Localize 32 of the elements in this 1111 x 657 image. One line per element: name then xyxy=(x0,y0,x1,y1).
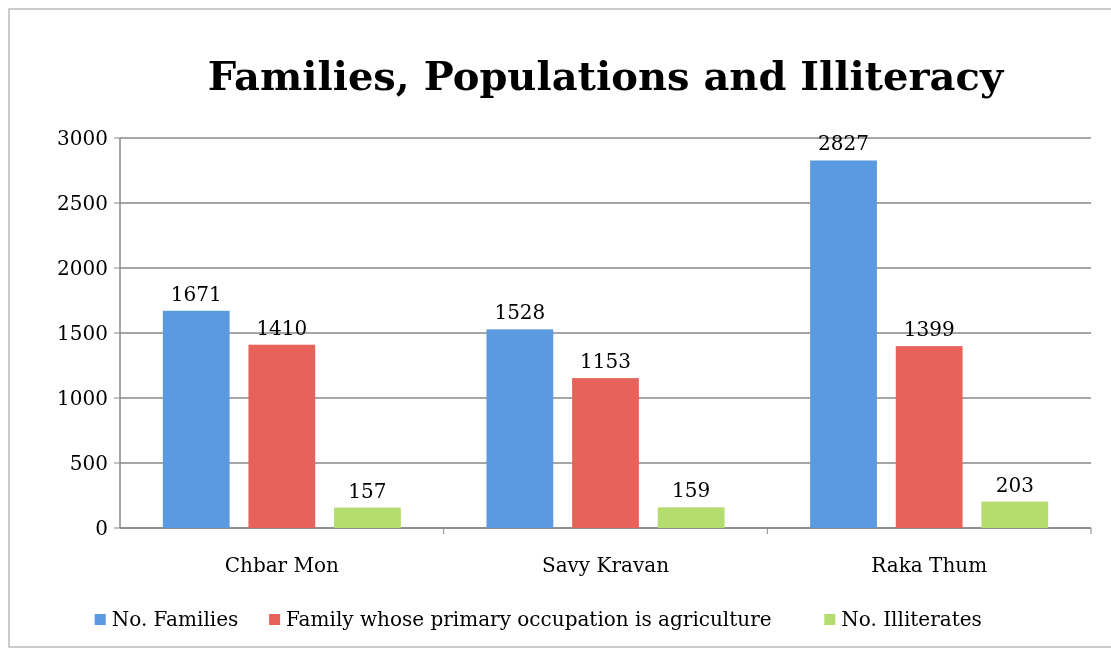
y-tick-label: 3000 xyxy=(57,126,108,150)
data-label: 1153 xyxy=(580,349,631,374)
data-label: 159 xyxy=(672,478,711,503)
legend-label: No. Illiterates xyxy=(841,607,982,631)
bar xyxy=(981,501,1049,528)
y-tick-label: 1500 xyxy=(57,321,108,345)
bar xyxy=(162,310,230,528)
bar xyxy=(334,507,401,528)
data-label: 157 xyxy=(348,478,387,503)
data-label: 203 xyxy=(995,472,1034,497)
data-label: 2827 xyxy=(818,131,869,156)
y-tick-label: 500 xyxy=(69,451,108,475)
bar xyxy=(895,346,963,528)
bar xyxy=(657,507,725,528)
chart-title: Families, Populations and Illiteracy xyxy=(207,52,1005,99)
data-label: 1528 xyxy=(494,300,546,325)
data-label: 1399 xyxy=(903,317,955,342)
legend-label: Family whose primary occupation is agriculture xyxy=(286,607,772,631)
data-label: 1671 xyxy=(170,281,222,306)
y-tick-label: 2000 xyxy=(57,256,108,280)
bar xyxy=(572,378,639,528)
bar xyxy=(248,344,316,528)
bar xyxy=(486,329,554,528)
x-tick-label: Chbar Mon xyxy=(224,553,340,577)
y-tick-label: 2500 xyxy=(57,191,108,215)
x-tick-label: Savy Kravan xyxy=(541,553,670,577)
x-tick-label: Raka Thum xyxy=(871,553,988,577)
y-tick-label: 1000 xyxy=(57,386,108,410)
bar xyxy=(810,160,877,528)
data-label: 1410 xyxy=(256,315,308,340)
legend-label: No. Families xyxy=(111,607,239,631)
y-tick-label: 0 xyxy=(95,516,108,540)
